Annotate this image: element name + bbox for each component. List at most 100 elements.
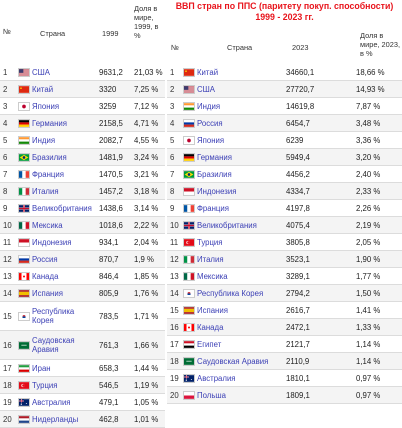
country-link[interactable]: Саудовская Аравия [32, 336, 94, 354]
country-cell[interactable]: Германия [18, 115, 99, 132]
country-link[interactable]: Египет [197, 340, 221, 349]
share-cell: 1,50 % [356, 285, 402, 302]
share-cell: 1,05 % [134, 394, 165, 411]
country-cell[interactable]: Турция [183, 234, 286, 251]
jp-flag-icon [18, 102, 30, 111]
country-link[interactable]: Япония [32, 102, 59, 111]
country-link[interactable]: Испания [32, 289, 63, 298]
country-cell[interactable]: Испания [183, 302, 286, 319]
rank-cell: 7 [167, 166, 183, 183]
country-cell[interactable]: Россия [18, 251, 99, 268]
country-cell[interactable]: Индия [183, 98, 286, 115]
country-link[interactable]: Иран [32, 364, 51, 373]
country-link[interactable]: Россия [32, 255, 58, 264]
gdp-value-cell: 870,7 [99, 251, 134, 268]
country-link[interactable]: Франция [32, 170, 64, 179]
country-cell[interactable]: Великобритания [18, 200, 99, 217]
country-cell[interactable]: Япония [18, 98, 99, 115]
country-link[interactable]: Германия [32, 119, 67, 128]
country-cell[interactable]: Саудовская Аравия [183, 353, 286, 370]
country-cell[interactable]: Канада [18, 268, 99, 285]
country-link[interactable]: Китай [197, 68, 218, 77]
country-cell[interactable]: США [18, 64, 99, 81]
country-link[interactable]: Великобритания [197, 221, 257, 230]
gdp-value-cell: 14619,8 [286, 98, 356, 115]
country-link[interactable]: Австралия [197, 374, 236, 383]
tr-flag-icon [183, 238, 195, 247]
country-cell[interactable]: Мексика [18, 217, 99, 234]
country-link[interactable]: Бразилия [197, 170, 232, 179]
country-link[interactable]: Индонезия [32, 238, 71, 247]
country-link[interactable]: Турция [32, 381, 58, 390]
country-link[interactable]: Нидерланды [32, 415, 78, 424]
country-link[interactable]: Канада [197, 323, 223, 332]
country-link[interactable]: Франция [197, 204, 229, 213]
ca-flag-icon [18, 272, 30, 281]
country-link[interactable]: США [32, 68, 50, 77]
country-cell[interactable]: Республика Корея [183, 285, 286, 302]
country-link[interactable]: Италия [197, 255, 224, 264]
country-link[interactable]: Великобритания [32, 204, 92, 213]
country-cell[interactable]: Италия [183, 251, 286, 268]
country-cell[interactable]: Нидерланды [18, 411, 99, 428]
country-link[interactable]: Саудовская Аравия [197, 357, 268, 366]
country-link[interactable]: Италия [32, 187, 59, 196]
country-link[interactable]: Канада [32, 272, 58, 281]
header-country: Страна [227, 43, 252, 52]
country-cell[interactable]: Китай [183, 64, 286, 81]
country-cell[interactable]: Великобритания [183, 217, 286, 234]
country-cell[interactable]: Испания [18, 285, 99, 302]
country-cell[interactable]: Франция [18, 166, 99, 183]
share-cell: 1,66 % [134, 331, 165, 360]
country-link[interactable]: Австралия [32, 398, 71, 407]
country-link[interactable]: Испания [197, 306, 228, 315]
gdp-value-cell: 27720,7 [286, 81, 356, 98]
country-link[interactable]: Бразилия [32, 153, 67, 162]
country-cell[interactable]: Бразилия [183, 166, 286, 183]
country-cell[interactable]: Саудовская Аравия [18, 331, 99, 360]
country-cell[interactable]: Бразилия [18, 149, 99, 166]
country-link[interactable]: Япония [197, 136, 224, 145]
share-cell: 1,14 % [356, 353, 402, 370]
country-cell[interactable]: Германия [183, 149, 286, 166]
country-cell[interactable]: Китай [18, 81, 99, 98]
country-link[interactable]: Россия [197, 119, 223, 128]
country-cell[interactable]: Республика Корея [18, 302, 99, 331]
country-link[interactable]: Мексика [197, 272, 228, 281]
country-cell[interactable]: Польша [183, 387, 286, 404]
country-cell[interactable]: Австралия [183, 370, 286, 387]
country-cell[interactable]: Австралия [18, 394, 99, 411]
country-cell[interactable]: США [183, 81, 286, 98]
country-link[interactable]: США [197, 85, 215, 94]
country-cell[interactable]: Россия [183, 115, 286, 132]
country-link[interactable]: Республика Корея [32, 307, 94, 325]
country-cell[interactable]: Франция [183, 200, 286, 217]
country-link[interactable]: Польша [197, 391, 226, 400]
country-link[interactable]: Мексика [32, 221, 63, 230]
country-cell[interactable]: Мексика [183, 268, 286, 285]
country-cell[interactable]: Индонезия [18, 234, 99, 251]
country-link[interactable]: Германия [197, 153, 232, 162]
country-cell[interactable]: Индонезия [183, 183, 286, 200]
rank-cell: 20 [167, 387, 183, 404]
country-cell[interactable]: Турция [18, 377, 99, 394]
country-cell[interactable]: Иран [18, 360, 99, 377]
country-cell[interactable]: Индия [18, 132, 99, 149]
rank-cell: 14 [167, 285, 183, 302]
country-link[interactable]: Китай [32, 85, 53, 94]
country-link[interactable]: Индонезия [197, 187, 236, 196]
country-link[interactable]: Индия [197, 102, 220, 111]
country-link[interactable]: Турция [197, 238, 223, 247]
ru-flag-icon [183, 119, 195, 128]
share-cell: 1,77 % [356, 268, 402, 285]
country-link[interactable]: Республика Корея [197, 289, 263, 298]
country-cell[interactable]: Италия [18, 183, 99, 200]
country-cell[interactable]: Япония [183, 132, 286, 149]
country-cell[interactable]: Египет [183, 336, 286, 353]
country-link[interactable]: Индия [32, 136, 55, 145]
country-cell[interactable]: Канада [183, 319, 286, 336]
